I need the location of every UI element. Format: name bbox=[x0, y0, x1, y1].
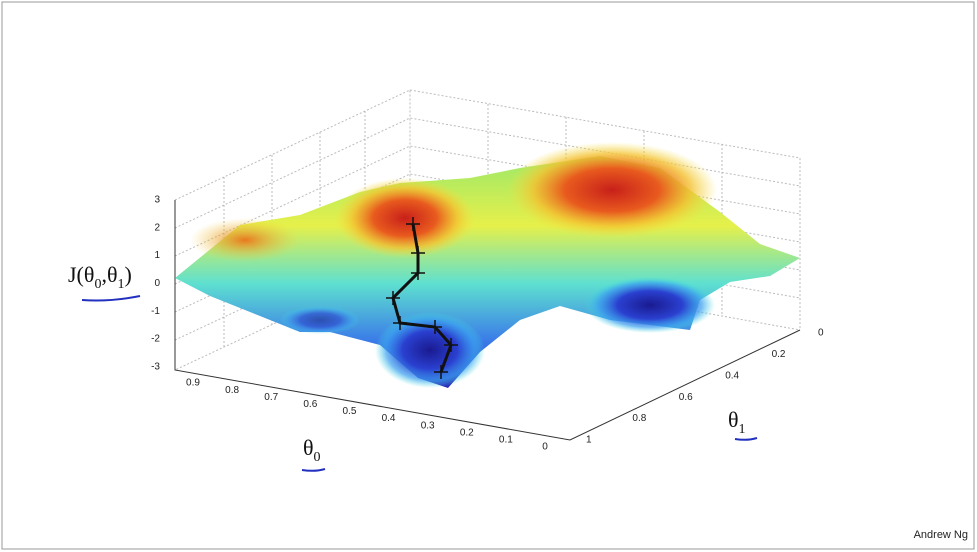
z-tick-label: 1 bbox=[154, 250, 160, 261]
z-tick-label: -3 bbox=[151, 361, 160, 372]
z-tick-label: -2 bbox=[151, 334, 160, 345]
underline bbox=[81, 295, 141, 302]
z-tick-label: 0 bbox=[154, 278, 160, 289]
y-tick-label: 0.2 bbox=[772, 349, 786, 360]
underline bbox=[301, 468, 326, 472]
y-tick-label: 0.8 bbox=[632, 413, 646, 424]
x-tick-label: 0.6 bbox=[303, 399, 317, 410]
x-tick-label: 0.1 bbox=[499, 435, 513, 446]
x-tick-label: 0.8 bbox=[225, 385, 239, 396]
z-tick-label: -1 bbox=[151, 306, 160, 317]
x-tick-label: 0.5 bbox=[342, 406, 356, 417]
credit: Andrew Ng bbox=[914, 529, 968, 541]
z-axis-label: J(θ0,θ1) bbox=[68, 262, 132, 292]
y-tick-label: 0.6 bbox=[679, 392, 693, 403]
surface bbox=[175, 142, 800, 388]
x-tick-label: 0.9 bbox=[186, 378, 200, 389]
x-axis-label: θ0 bbox=[303, 435, 321, 465]
y-tick-label: 0.4 bbox=[725, 370, 739, 381]
y-tick-label: 1 bbox=[586, 435, 592, 446]
tick-labels: 3 2 1 0 -1 -2 -3 0.9 0.8 0.7 0.6 0.5 0.4 0.3 0.2 0.1 0 0 0… bbox=[151, 195, 824, 453]
descent-path bbox=[386, 217, 458, 379]
y-tick-label: 0 bbox=[818, 328, 824, 339]
z-tick-label: 2 bbox=[154, 222, 160, 233]
x-tick-label: 0.7 bbox=[264, 392, 278, 403]
y-axis-label: θ1 bbox=[728, 407, 746, 437]
z-tick-label: 3 bbox=[154, 195, 160, 206]
x-tick-label: 0.4 bbox=[382, 413, 396, 424]
x-tick-label: 0.2 bbox=[460, 427, 474, 438]
x-tick-label: 0 bbox=[542, 442, 548, 453]
underline bbox=[734, 437, 758, 441]
x-tick-label: 0.3 bbox=[421, 420, 435, 431]
